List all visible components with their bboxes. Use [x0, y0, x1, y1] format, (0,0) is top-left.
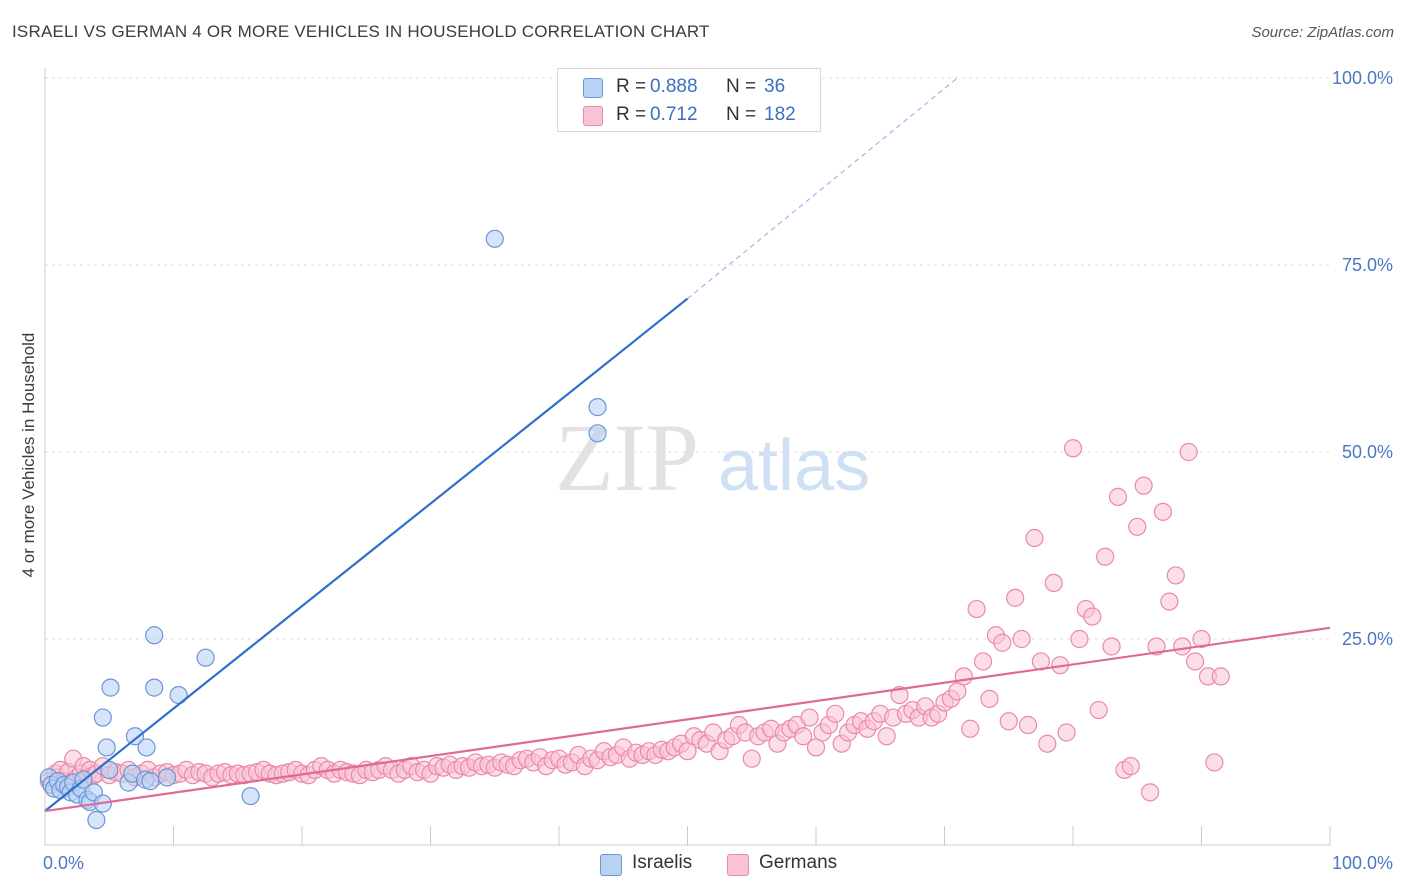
watermark-atlas: atlas	[718, 426, 870, 506]
german-point	[1025, 528, 1044, 548]
israeli-point	[145, 678, 164, 697]
german-point	[980, 689, 999, 708]
germans-label: Germans	[759, 852, 838, 873]
german-point	[826, 704, 845, 723]
german-point	[1044, 573, 1063, 593]
german-point	[678, 742, 697, 761]
grid	[45, 77, 1330, 640]
german-point	[1096, 547, 1115, 566]
israeli-point	[588, 424, 607, 443]
tick-labels: 25.0% 50.0% 75.0% 100.0% 0.0% 100.0%	[43, 68, 1393, 873]
german-point	[1063, 439, 1083, 458]
german-point	[993, 633, 1012, 652]
israeli-point	[241, 786, 260, 806]
german-point	[999, 712, 1018, 731]
german-point	[1038, 734, 1057, 753]
germans-swatch	[727, 854, 749, 876]
german-point	[1018, 715, 1038, 735]
legend-r-label: R =	[616, 76, 647, 97]
israelis-swatch	[600, 854, 622, 876]
legend-r-value: 0.888	[650, 76, 698, 97]
german-point	[742, 749, 761, 768]
german-point	[1121, 757, 1140, 776]
german-point	[1205, 753, 1224, 772]
watermark-zip: ZIP	[555, 404, 699, 511]
israelis-points	[39, 229, 607, 830]
legend-swatch-germans	[583, 106, 603, 126]
israelis-trendline-extension	[687, 77, 958, 300]
israeli-point	[100, 760, 119, 780]
israeli-point	[137, 738, 156, 757]
y-tick-label: 75.0%	[1342, 255, 1393, 275]
german-point	[1147, 637, 1166, 656]
israeli-point	[485, 229, 504, 248]
legend-r-value: 0.712	[650, 104, 698, 125]
german-point	[1070, 629, 1089, 649]
german-point	[1102, 637, 1121, 656]
german-point	[1160, 592, 1179, 611]
y-tick-label: 25.0%	[1342, 629, 1393, 649]
trendlines	[44, 77, 1331, 813]
source-label: Source: ZipAtlas.com	[1251, 24, 1394, 41]
israeli-point	[157, 768, 177, 787]
legend-row-germans: R = 0.712 N = 182	[558, 101, 820, 129]
german-point	[1211, 667, 1230, 686]
y-axis-label: 4 or more Vehicles in Household	[19, 333, 38, 578]
israeli-point	[87, 810, 106, 830]
chart-title: ISRAELI VS GERMAN 4 OR MORE VEHICLES IN …	[12, 22, 710, 41]
german-point	[973, 652, 993, 671]
german-point	[1083, 607, 1102, 626]
israelis-trendline	[44, 297, 689, 812]
german-point	[954, 667, 973, 686]
legend-swatch-israelis	[583, 78, 603, 98]
german-point	[1134, 476, 1153, 495]
german-point	[806, 738, 826, 757]
german-point	[1179, 442, 1198, 462]
x-tick-label: 0.0%	[43, 853, 84, 873]
german-point	[1089, 700, 1108, 720]
israeli-point	[125, 727, 145, 746]
german-point	[1140, 783, 1160, 802]
y-tick-label: 100.0%	[1332, 68, 1393, 88]
y-tick-label: 50.0%	[1342, 442, 1393, 462]
german-point	[794, 727, 813, 746]
x-tick-label: 100.0%	[1332, 853, 1393, 873]
german-point	[967, 599, 986, 619]
german-point	[948, 682, 967, 701]
legend-n-label: N =	[726, 76, 757, 97]
watermark: ZIP atlas	[555, 404, 870, 511]
german-point	[1128, 517, 1147, 536]
legend-n-value: 182	[764, 104, 796, 125]
israeli-point	[97, 738, 116, 757]
israeli-point	[141, 772, 160, 791]
german-point	[1012, 629, 1031, 649]
german-point	[1173, 637, 1192, 656]
legend-n-label: N =	[726, 104, 757, 125]
german-point	[800, 708, 819, 727]
german-point	[1108, 487, 1128, 506]
german-point	[1153, 502, 1173, 521]
legend-r-label: R =	[616, 104, 647, 125]
legend: R = 0.888 N = 36 R = 0.712 N = 182	[557, 68, 821, 132]
german-point	[961, 719, 980, 738]
israeli-point	[196, 648, 215, 667]
german-point	[1192, 629, 1211, 649]
series-legend: Israelis Germans	[0, 852, 1406, 878]
german-point	[1185, 652, 1205, 671]
legend-row-israelis: R = 0.888 N = 36	[558, 73, 820, 101]
german-point	[1057, 723, 1076, 742]
israeli-point	[588, 398, 607, 417]
legend-n-value: 36	[764, 76, 786, 97]
axes	[44, 68, 1331, 846]
german-point	[1166, 566, 1185, 585]
israeli-point	[145, 626, 164, 645]
germans-trendline	[44, 626, 1331, 813]
german-point	[1006, 588, 1025, 607]
german-point	[877, 727, 896, 746]
israeli-point	[93, 708, 112, 727]
israelis-label: Israelis	[632, 852, 693, 873]
israeli-point	[101, 678, 120, 697]
